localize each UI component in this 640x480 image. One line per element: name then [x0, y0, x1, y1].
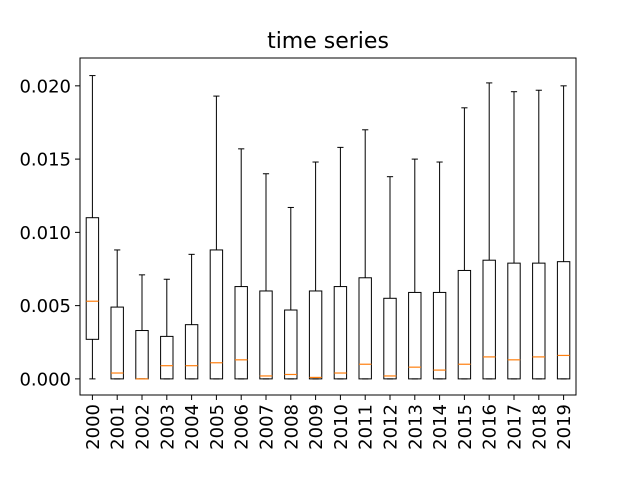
x-tick-label: 2004: [182, 404, 203, 450]
box: [532, 262, 546, 380]
box: [556, 261, 571, 380]
x-tick-label: 2018: [529, 404, 550, 450]
box: [85, 217, 100, 340]
y-tick-label: 0.015: [19, 150, 71, 171]
box: [482, 259, 496, 380]
axes-frame: [79, 57, 577, 396]
box: [408, 291, 422, 380]
x-tick-label: 2005: [207, 404, 228, 450]
chart-title: time series: [267, 29, 389, 54]
x-tick-label: 2014: [430, 404, 451, 450]
x-tick-label: 2002: [133, 404, 154, 450]
box: [234, 286, 248, 380]
x-tick-label: 2017: [505, 404, 526, 450]
box: [358, 277, 372, 380]
x-tick-label: 2016: [480, 404, 501, 450]
x-tick-label: 2009: [306, 404, 327, 450]
box: [209, 249, 224, 380]
box: [160, 335, 174, 380]
box: [383, 297, 397, 380]
y-tick-label: 0.010: [19, 223, 71, 244]
box: [432, 291, 447, 380]
box: [259, 290, 273, 380]
y-tick-label: 0.000: [19, 369, 71, 390]
x-tick-label: 2008: [281, 404, 302, 450]
box: [507, 262, 521, 380]
x-tick-label: 2019: [554, 404, 575, 450]
box: [284, 309, 298, 380]
box: [457, 269, 472, 380]
box: [333, 286, 348, 380]
y-tick-label: 0.020: [19, 76, 71, 97]
x-tick-label: 2007: [257, 404, 278, 450]
x-tick-label: 2013: [405, 404, 426, 450]
x-tick-label: 2003: [157, 404, 178, 450]
x-tick-label: 2010: [331, 404, 352, 450]
x-tick-label: 2011: [356, 404, 377, 450]
y-tick-label: 0.005: [19, 296, 71, 317]
x-tick-label: 2001: [108, 404, 129, 450]
box: [308, 290, 323, 380]
x-tick-label: 2006: [232, 404, 253, 450]
box: [184, 324, 199, 380]
x-tick-label: 2012: [381, 404, 402, 450]
x-tick-label: 2015: [455, 404, 476, 450]
box: [110, 306, 124, 380]
x-tick-label: 2000: [83, 404, 104, 450]
